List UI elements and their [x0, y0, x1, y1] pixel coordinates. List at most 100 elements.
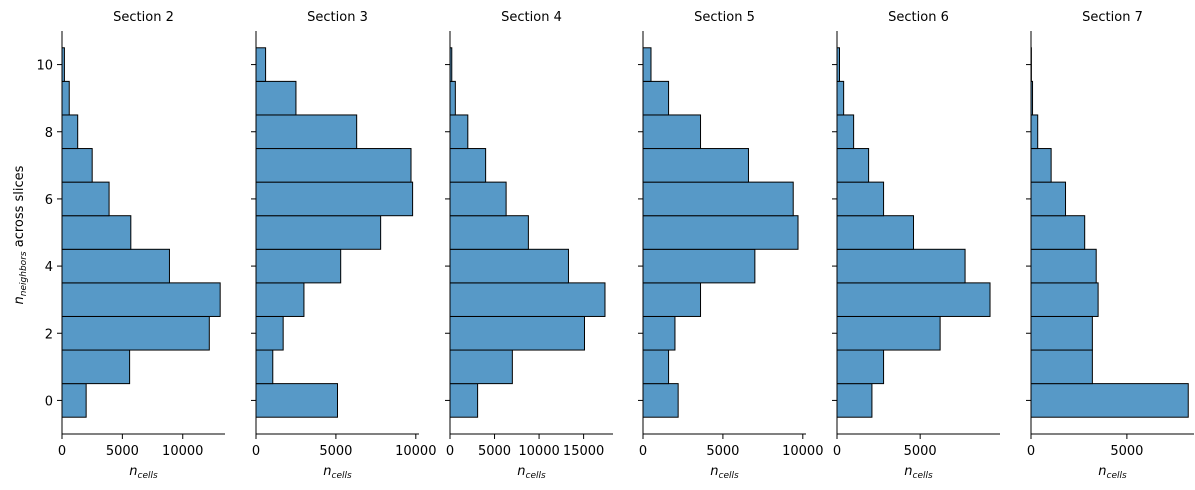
histogram-bar [255, 248, 342, 284]
x-tick-label: 10000 [518, 444, 559, 459]
histogram-bar [449, 383, 479, 418]
histogram-bar [449, 148, 487, 183]
histogram-bar [61, 349, 131, 385]
histogram-bar [642, 114, 702, 150]
x-tick-label: 0 [639, 444, 647, 459]
histogram-bar [255, 215, 382, 250]
panel-6: Section 7 0 5000 ncells [1026, 10, 1194, 481]
histogram-bar [1030, 114, 1039, 150]
histogram-bar [449, 282, 606, 317]
histogram-bar [836, 282, 991, 317]
histogram-bar [61, 282, 221, 317]
x-axis-label-sub: cells [719, 471, 739, 481]
histogram-bar [61, 80, 70, 116]
histogram-bar [836, 80, 845, 116]
x-tick-label: 5000 [706, 444, 739, 459]
histogram-bar [642, 148, 749, 183]
y-axis-label-main: n [12, 296, 27, 304]
histogram-bar [255, 282, 305, 317]
histogram-bar [255, 383, 338, 418]
histogram-bar [449, 181, 507, 217]
histogram-bar [255, 80, 297, 116]
histogram-bar [1030, 215, 1086, 250]
histogram-bar [449, 80, 456, 116]
y-tick-label: 6 [45, 193, 53, 208]
panel-2: Section 3 0 5000 10000 ncells [251, 10, 436, 481]
x-tick-label: 5000 [904, 444, 937, 459]
histogram-bar [61, 181, 110, 217]
histogram-bar [642, 248, 756, 284]
histogram-bar [1030, 181, 1067, 217]
histogram-bar [449, 349, 513, 385]
histogram-bar [255, 349, 274, 385]
panel-title: Section 3 [307, 10, 368, 25]
y-tick-label: 10 [36, 59, 53, 74]
histogram-bar [836, 148, 870, 183]
x-axis-label-main: n [129, 464, 137, 479]
histogram-bar [61, 148, 93, 183]
x-axis-label: ncells [517, 464, 546, 481]
x-tick-label: 5000 [478, 444, 511, 459]
x-tick-label: 5000 [319, 444, 352, 459]
histogram-bar [1030, 349, 1093, 385]
histogram-bar [449, 215, 529, 250]
histogram-bar [1030, 148, 1052, 183]
x-tick-label: 10000 [395, 444, 436, 459]
y-tick-label: 2 [45, 327, 53, 342]
y-tick-label: 0 [45, 394, 53, 409]
x-tick-label: 15000 [563, 444, 604, 459]
x-axis-label: ncells [904, 464, 933, 481]
panel-4: Section 5 0 5000 10000 ncells [638, 10, 823, 481]
x-axis-label-main: n [323, 464, 331, 479]
histogram-bar [836, 181, 885, 217]
x-axis-label-sub: cells [138, 471, 158, 481]
histogram-bar [61, 315, 210, 351]
x-axis-label-main: n [1098, 464, 1106, 479]
panel-title: Section 4 [501, 10, 562, 25]
histogram-bar [642, 349, 670, 385]
x-tick-label: 0 [252, 444, 260, 459]
y-tick-label: 8 [45, 126, 53, 141]
x-tick-label: 10000 [162, 444, 203, 459]
histogram-bar [836, 248, 966, 284]
panel-3: Section 4 0 5000 10000 15000 ncells [445, 10, 613, 481]
histogram-bar [642, 215, 799, 250]
x-tick-label: 0 [58, 444, 66, 459]
x-axis-label: ncells [129, 464, 158, 481]
panel-title: Section 5 [694, 10, 755, 25]
x-axis-label-main: n [904, 464, 912, 479]
histogram-bar [1030, 282, 1099, 317]
histogram-bar [642, 47, 652, 82]
histogram-bar [1030, 383, 1189, 418]
histogram-bar [836, 215, 915, 250]
y-tick-label: 4 [45, 260, 53, 275]
panel-1: Section 2 0 2 4 6 8 10 0 5000 10000 ncells [36, 10, 225, 481]
histogram-bar [642, 181, 794, 217]
x-tick-label: 0 [833, 444, 841, 459]
x-tick-label: 0 [446, 444, 454, 459]
y-axis-label-rest: across slices [12, 165, 27, 251]
histogram-bar [449, 248, 569, 284]
histogram-bar [255, 315, 284, 351]
histogram-bar [449, 315, 585, 351]
x-axis-label-main: n [517, 464, 525, 479]
histogram-bar [61, 215, 132, 250]
x-axis-label-sub: cells [332, 471, 352, 481]
histogram-bar [1030, 248, 1097, 284]
x-tick-label: 5000 [106, 444, 139, 459]
x-tick-label: 10000 [782, 444, 823, 459]
panel-title: Section 2 [113, 10, 174, 25]
x-axis-label: ncells [323, 464, 352, 481]
histogram-bar [61, 383, 87, 418]
histogram-bar [61, 114, 79, 150]
x-axis-label-main: n [710, 464, 718, 479]
y-axis-label: nneighbors across slices [12, 165, 29, 304]
x-axis-label-sub: cells [526, 471, 546, 481]
histogram-bar [642, 80, 670, 116]
histogram-bar [836, 114, 855, 150]
histogram-bar [61, 248, 170, 284]
y-axis-label-sub: neighbors [19, 251, 29, 296]
histogram-bar [642, 282, 702, 317]
